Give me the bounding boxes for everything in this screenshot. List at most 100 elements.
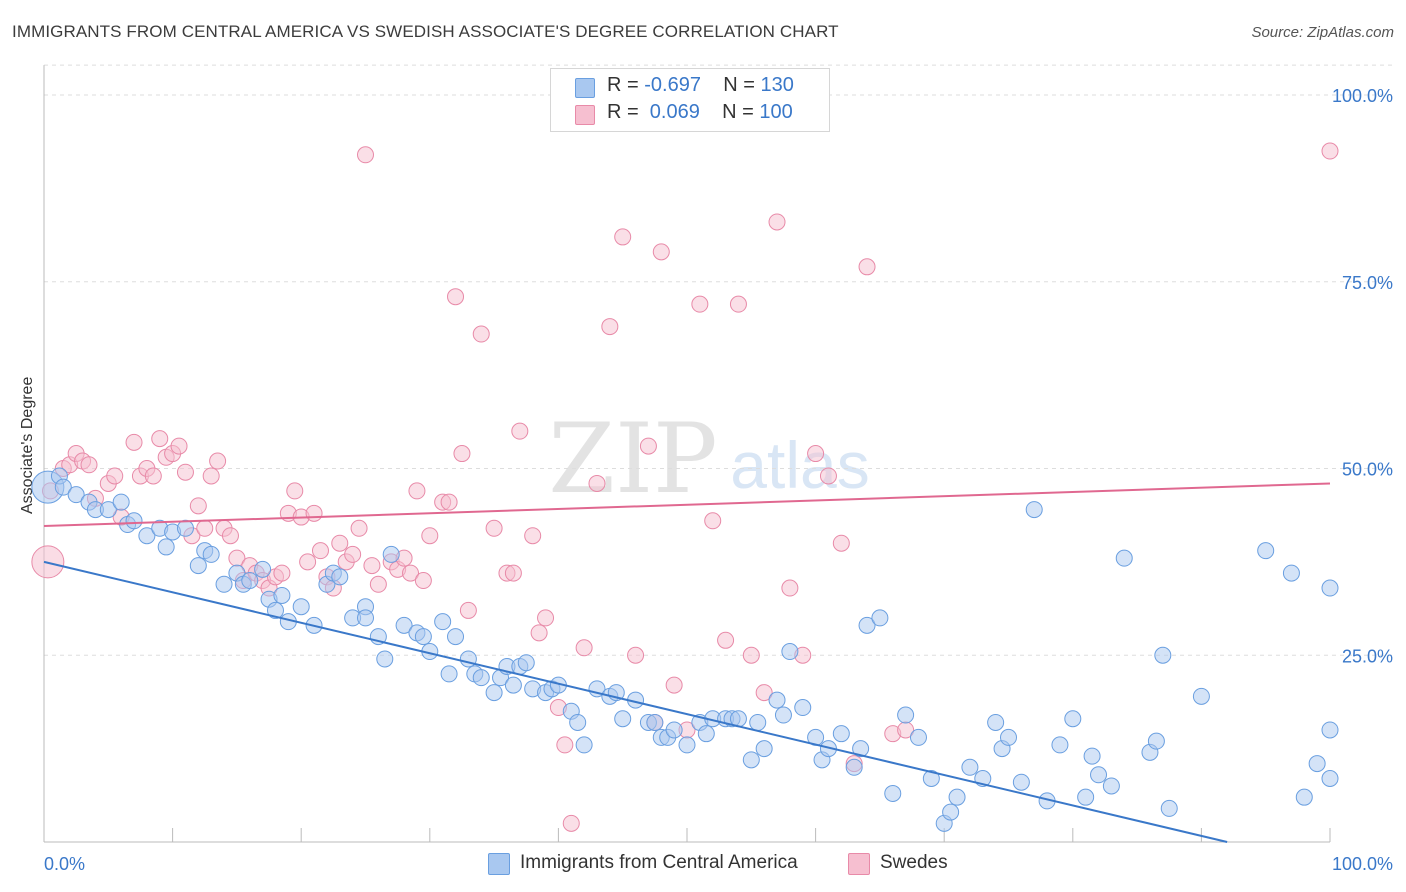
central-america-point [395,616,413,634]
swedes-point [504,564,522,582]
central-america-point [1000,728,1017,746]
central-america-point [54,478,72,496]
central-america-point [909,728,927,746]
legend-n-value: 130 [760,74,794,96]
swedes-point [305,504,323,522]
bottom-legend-label: Swedes [880,852,948,873]
central-america-point [1147,732,1165,750]
bottom-legend-label: Immigrants from Central America [520,852,798,873]
central-america-point [961,758,979,776]
legend-r-value: 0.069 [644,101,700,123]
swedes-point [755,684,773,702]
swedes-point [125,433,143,451]
swedes-point [344,545,362,563]
swedes-point [717,631,735,649]
legend-r-label: R = [607,74,645,96]
swedes-point [357,146,374,164]
swedes-point [556,736,574,754]
swedes-point [530,624,548,642]
swedes-point [472,325,490,343]
swedes-point [202,467,220,485]
chart-title: IMMIGRANTS FROM CENTRAL AMERICA VS SWEDI… [12,22,839,41]
central-america-point [189,557,207,575]
central-america-point [241,572,259,590]
legend-n-label: N = [722,101,760,123]
central-america-point [434,613,452,631]
swedes-point [151,430,169,448]
swedes-point [485,519,503,537]
swedes-point [286,482,304,500]
y-tick-label: 50.0% [1342,460,1393,480]
central-america-point [1115,549,1133,567]
swedes-point [80,456,98,474]
swedes-point [1321,142,1339,160]
central-america-point [112,493,130,511]
legend-swatch-blue [575,78,595,98]
swedes-point [447,288,465,306]
swedes-point [453,445,471,463]
central-america-point [176,519,194,537]
swedes-point [273,564,291,582]
watermark-atlas: atlas [730,428,869,502]
swedes-point [768,213,786,231]
x-tick-label-left: 0.0% [44,854,85,874]
central-america-point [1102,777,1120,795]
swedes-point [408,482,426,500]
central-america-point [67,486,85,504]
swedes-point [562,814,580,832]
swedes-point [331,534,349,552]
x-tick-label-right: 100.0% [1332,854,1393,874]
central-america-point [942,803,960,821]
central-america-point [871,609,889,627]
swedes-point [742,646,760,664]
swedes-point [414,572,432,590]
swedes-point [832,534,850,552]
legend-n-value: 100 [759,101,793,123]
swedes-point [524,527,542,545]
swedes-point [221,527,239,545]
swedes-point [729,295,747,313]
central-america-point [273,586,291,604]
swedes-point [665,676,683,694]
swedes-point [106,467,124,485]
swedes-point [807,445,825,463]
swedes-point [627,646,645,664]
central-america-point [447,628,465,646]
trend-lines [43,482,1331,843]
central-america-point [678,736,696,754]
swedes-point [858,258,876,276]
central-america-point [215,575,233,593]
swedes-point [189,497,207,515]
swedes-point [614,228,632,246]
central-america-point [1257,542,1275,560]
central-america-point [331,568,349,586]
central-america-point [1077,788,1095,806]
source-label: Source: ZipAtlas.com [1251,24,1394,41]
swedes-point [176,463,194,481]
watermark: ZIP atlas [548,403,869,515]
central-america-point [376,650,394,668]
central-america-point [414,628,432,646]
central-america-point [125,512,143,530]
swedes-point [196,519,214,537]
swedes-point [144,467,162,485]
central-america-point [1321,579,1339,597]
swedes-point [537,609,555,627]
central-america-point [749,713,767,731]
swedes-point [170,437,188,455]
central-america-point [569,713,587,731]
central-america-point [922,770,940,788]
central-america-point [755,740,773,758]
bottom-legend-swatch-blue [488,853,510,875]
swedes-point [209,452,227,470]
central-america-point [440,665,458,683]
central-america-point [1012,773,1030,791]
central-america-point [614,710,632,728]
central-america-point [1192,687,1210,705]
central-america-point [845,758,863,776]
central-america-point [382,545,400,563]
central-america-point [138,527,156,545]
central-america-point [357,609,374,627]
central-america-trend-line [43,560,1228,843]
